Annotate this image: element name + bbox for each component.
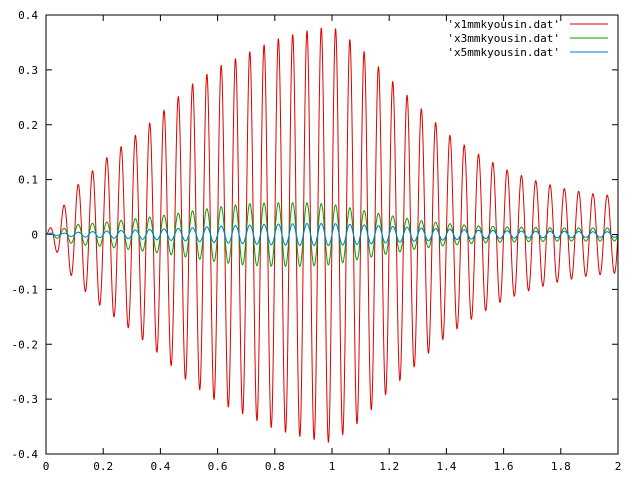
legend-label: 'x5mmkyousin.dat' [447,46,560,59]
x-tick-label: 1 [329,460,336,473]
x-tick-label: 0.8 [265,460,285,473]
x-tick-label: 1.8 [551,460,571,473]
legend-label: 'x1mmkyousin.dat' [447,18,560,31]
x-tick-label: 0.6 [208,460,228,473]
y-tick-label: 0.1 [18,174,38,187]
y-tick-label: -0.2 [12,338,39,351]
x-tick-label: 2 [615,460,622,473]
plot-frame [45,14,619,455]
series-curves [45,27,619,443]
y-tick-label: 0.2 [18,119,38,132]
legend: 'x1mmkyousin.dat''x3mmkyousin.dat''x5mmk… [447,18,608,59]
y-tick-label: 0.3 [18,64,38,77]
legend-label: 'x3mmkyousin.dat' [447,32,560,45]
y-tick-label: -0.4 [12,448,39,461]
y-tick-label: 0.4 [18,9,38,22]
x-tick-label: 1.4 [436,460,456,473]
x-tick-labels: 0 0.2 0.4 0.6 0.8 1 1.2 1.4 1.6 1.8 2 [43,460,622,473]
y-tick-labels: 0.4 0.3 0.2 0.1 0 -0.1 -0.2 -0.3 -0.4 [12,9,39,461]
y-tick-label: -0.1 [12,283,39,296]
y-tick-label: 0 [31,229,38,242]
x-tick-label: 1.6 [494,460,514,473]
x-tick-label: 1.2 [379,460,399,473]
x-tick-label: 0 [43,460,50,473]
y-tick-label: -0.3 [12,393,39,406]
series-line-3 [46,223,619,246]
x-tick-label: 0.4 [150,460,170,473]
x-tick-label: 0.2 [93,460,113,473]
